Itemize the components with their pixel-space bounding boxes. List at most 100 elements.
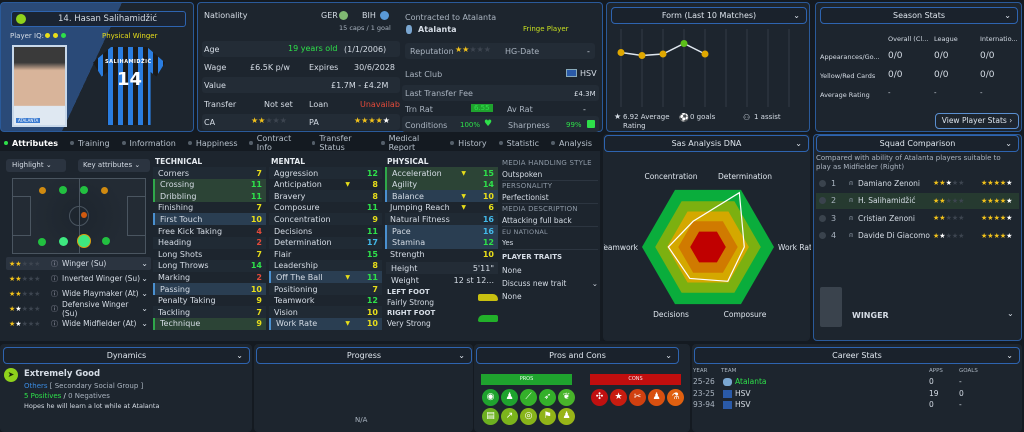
squad-player-row[interactable]: 3 ⍝ Cristian Zenoni ★★★★★ ★★★★★	[816, 210, 1019, 226]
squad-comparison-header[interactable]: Squad Comparison ⌄	[816, 135, 1019, 152]
attribute-row[interactable]: Flair 15	[269, 248, 382, 260]
pro-icon[interactable]: ◎	[520, 408, 537, 425]
attribute-row[interactable]: Leadership 8	[269, 259, 382, 272]
form-point[interactable]	[680, 40, 688, 47]
attribute-row[interactable]: Tackling 7	[153, 306, 266, 319]
attribute-row[interactable]: Teamwork 12	[269, 295, 382, 307]
career-team[interactable]: HSV	[735, 388, 751, 398]
chevron-down-icon[interactable]: ⌄	[141, 274, 148, 283]
role-row[interactable]: ★★★★★ ⓘ Winger (Su) ⌄	[6, 257, 151, 270]
career-team[interactable]: Atalanta	[735, 377, 767, 386]
pro-icon[interactable]: ◉	[482, 389, 499, 406]
attribute-row[interactable]: Penalty Taking 9	[153, 295, 266, 307]
squad-player-row[interactable]: 4 ⍝ Davide Di Giacomo ★★★★★ ★★★★★	[816, 228, 1019, 244]
key-attributes-dropdown[interactable]: Key attributes ⌄	[78, 159, 150, 172]
attribute-row[interactable]: Off The Ball ▼ 11	[269, 271, 382, 284]
chevron-down-icon[interactable]: ⌄	[1007, 309, 1014, 318]
dna-header[interactable]: Sas Analysis DNA ⌄	[604, 135, 809, 152]
squad-player-row[interactable]: 1 ⍝ Damiano Zenoni ★★★★★ ★★★★★	[816, 175, 1019, 191]
pro-icon[interactable]: ▤	[482, 408, 499, 425]
form-point[interactable]	[659, 50, 667, 58]
attribute-row[interactable]: Jumping Reach ▼ 6	[385, 202, 498, 214]
attribute-row[interactable]: Long Throws 14	[153, 259, 266, 272]
attribute-row[interactable]: Work Rate ▼ 10	[269, 317, 382, 330]
nationality-ger[interactable]: GER	[321, 11, 338, 20]
attribute-row[interactable]: Corners 7	[153, 167, 266, 179]
con-icon[interactable]: ✂	[629, 389, 646, 406]
pro-icon[interactable]: ⟋	[520, 389, 537, 406]
club-link[interactable]: Atalanta	[418, 25, 457, 34]
pro-icon[interactable]: ♟	[501, 389, 518, 406]
role-row[interactable]: ★★★★★ ⓘ Inverted Winger (Su) ⌄	[6, 272, 151, 285]
pro-icon[interactable]: ⚑	[539, 408, 556, 425]
tab-statistic[interactable]: Statistic	[498, 137, 539, 149]
season-stats-header[interactable]: Season Stats ⌄	[820, 7, 1018, 24]
attribute-row[interactable]: Dribbling 11	[153, 190, 266, 203]
attribute-row[interactable]: Finishing 7	[153, 202, 266, 214]
radio-icon[interactable]	[819, 232, 826, 239]
progress-header[interactable]: Progress ⌄	[256, 347, 472, 364]
career-team[interactable]: HSV	[735, 400, 751, 409]
role-row[interactable]: ★★★★★ ⓘ Wide Playmaker (At) ⌄	[6, 287, 151, 300]
con-icon[interactable]: ★	[610, 389, 627, 406]
chevron-down-icon[interactable]: ⌄	[141, 289, 148, 298]
pro-icon[interactable]: ♟	[558, 408, 575, 425]
tab-information[interactable]: Information	[121, 137, 176, 149]
tab-analysis[interactable]: Analysis	[551, 137, 592, 149]
pros-cons-header[interactable]: Pros and Cons ⌄	[476, 347, 679, 364]
squad-player-name[interactable]: Cristian Zenoni	[858, 213, 916, 223]
attribute-row[interactable]: Vision 10	[269, 306, 382, 319]
position-dot-selected[interactable]	[78, 235, 90, 247]
last-club-link[interactable]: HSV	[580, 69, 597, 78]
chevron-down-icon[interactable]: ⌄	[141, 304, 148, 313]
form-header[interactable]: Form (Last 10 Matches) ⌄	[611, 7, 807, 24]
attribute-row[interactable]: Anticipation ▼ 8	[269, 179, 382, 191]
role-row[interactable]: ★★★★★ ⓘ Defensive Winger (Su) ⌄	[6, 300, 151, 318]
form-point[interactable]	[701, 50, 709, 58]
form-point[interactable]	[617, 49, 625, 56]
form-point[interactable]	[638, 52, 646, 59]
attribute-row[interactable]: Determination 17	[269, 236, 382, 249]
attribute-row[interactable]: Composure 11	[269, 202, 382, 214]
attribute-row[interactable]: Pace 16	[385, 225, 498, 237]
squad-player-row[interactable]: 2 ⍝ H. Salihamidžić ★★★★★ ★★★★★	[816, 192, 1019, 209]
radio-icon[interactable]	[819, 179, 826, 187]
attribute-row[interactable]: Passing 10	[153, 283, 266, 295]
attribute-row[interactable]: Decisions 11	[269, 225, 382, 237]
position-selector[interactable]: WINGER	[852, 311, 889, 320]
chevron-down-icon[interactable]: ⌄	[141, 319, 148, 328]
radio-icon[interactable]	[819, 197, 826, 204]
attribute-row[interactable]: Stamina 12	[385, 236, 498, 249]
con-icon[interactable]: ✣	[591, 389, 608, 406]
radio-icon[interactable]	[819, 214, 826, 222]
tab-medical-report[interactable]: Medical Report	[381, 134, 438, 152]
squad-player-name[interactable]: H. Salihamidžić	[858, 196, 916, 205]
attribute-row[interactable]: Aggression 12	[269, 167, 382, 179]
tab-transfer-status[interactable]: Transfer Status	[311, 134, 369, 152]
attribute-row[interactable]: Free Kick Taking 4	[153, 225, 266, 237]
con-icon[interactable]: ♟	[648, 389, 665, 406]
attribute-row[interactable]: Agility 14	[385, 178, 498, 191]
tab-attributes[interactable]: Attributes	[4, 137, 58, 149]
attribute-row[interactable]: Technique 9	[153, 317, 266, 330]
attribute-row[interactable]: Crossing 11	[153, 178, 266, 191]
discuss-new-trait-dropdown[interactable]: Discuss new trait ⌄	[502, 278, 598, 289]
attribute-row[interactable]: Balance ▼ 10	[385, 190, 498, 203]
attribute-row[interactable]: Strength 10	[385, 248, 498, 260]
attribute-row[interactable]: First Touch 10	[153, 213, 266, 226]
pro-icon[interactable]: ❦	[558, 389, 575, 406]
role-row[interactable]: ★★★★★ ⓘ Wide Midfielder (At) ⌄	[6, 317, 151, 330]
attribute-row[interactable]: Concentration 9	[269, 213, 382, 226]
social-group-link[interactable]: Others	[24, 382, 48, 390]
attribute-row[interactable]: Acceleration ▼ 15	[385, 167, 498, 179]
squad-player-name[interactable]: Davide Di Giacomo	[858, 231, 930, 240]
tab-contract-info[interactable]: Contract Info	[249, 134, 300, 152]
attribute-row[interactable]: Marking 2	[153, 271, 266, 283]
chevron-down-icon[interactable]: ⌄	[141, 259, 148, 268]
tab-history[interactable]: History	[450, 137, 487, 149]
dynamics-header[interactable]: Dynamics ⌄	[3, 347, 250, 364]
highlight-dropdown[interactable]: Highlight ⌄	[6, 159, 66, 172]
pro-icon[interactable]: ↗	[501, 408, 518, 425]
attribute-row[interactable]: Bravery 8	[269, 190, 382, 203]
career-stats-header[interactable]: Career Stats ⌄	[694, 347, 1020, 364]
